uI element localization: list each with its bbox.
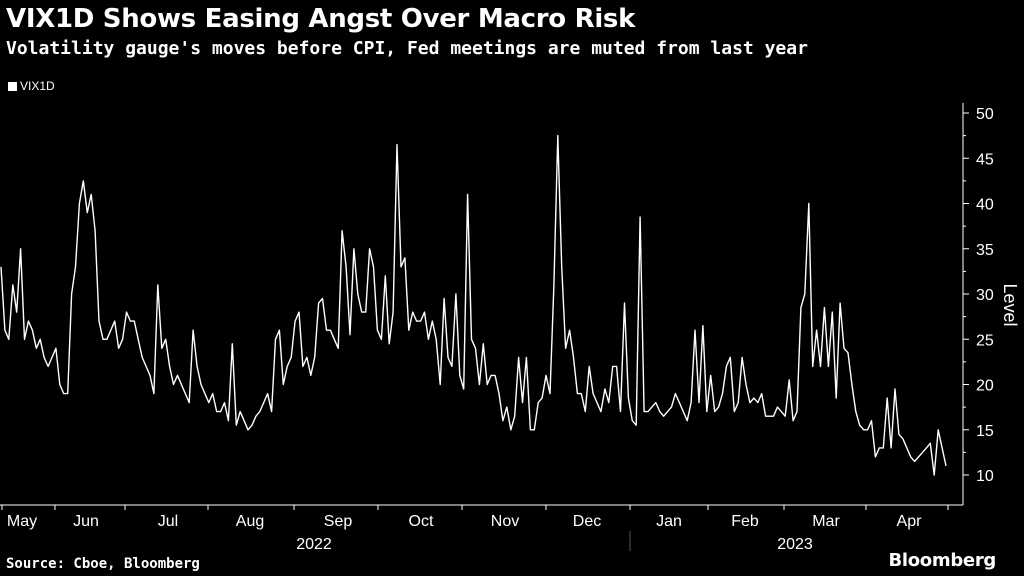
y-tick-label: 25: [976, 332, 994, 349]
chart-subtitle: Volatility gauge's moves before CPI, Fed…: [6, 38, 808, 59]
y-tick-label: 10: [976, 468, 994, 485]
chart-title: VIX1D Shows Easing Angst Over Macro Risk: [6, 4, 636, 34]
series-line-vix1d: [0, 134, 947, 476]
legend-label-vix1d: VIX1D: [20, 79, 55, 93]
x-tick-label: Aug: [236, 513, 264, 530]
x-tick-label: Mar: [812, 513, 840, 530]
y-tick-label: 45: [976, 151, 994, 168]
x-tick-label: Jan: [656, 513, 682, 530]
x-tick-label: Oct: [409, 513, 434, 530]
x-tick-label: Feb: [731, 513, 759, 530]
y-tick-label: 20: [976, 378, 994, 395]
y-tick-label: 15: [976, 423, 994, 440]
y-tick-label: 35: [976, 242, 994, 259]
y-tick-label: 50: [976, 106, 994, 123]
x-tick-label: Nov: [491, 513, 519, 530]
legend: VIX1D: [8, 79, 55, 93]
legend-swatch-vix1d: [8, 81, 17, 91]
x-tick-label: Apr: [897, 513, 923, 530]
source-note: Source: Cboe, Bloomberg: [6, 556, 200, 572]
x-tick-label: Dec: [573, 513, 601, 530]
x-tick-label: Sep: [324, 513, 353, 530]
x-year-label: 2023: [777, 536, 813, 553]
x-tick-label: Jun: [73, 513, 99, 530]
x-tick-label: May: [7, 513, 37, 530]
x-tick-label: Jul: [158, 513, 178, 530]
y-tick-label: 30: [976, 287, 994, 304]
x-year-label: 2022: [296, 536, 332, 553]
y-axis-title: Level: [1000, 283, 1020, 326]
bloomberg-logo: Bloomberg: [888, 550, 996, 571]
y-tick-label: 40: [976, 197, 994, 214]
